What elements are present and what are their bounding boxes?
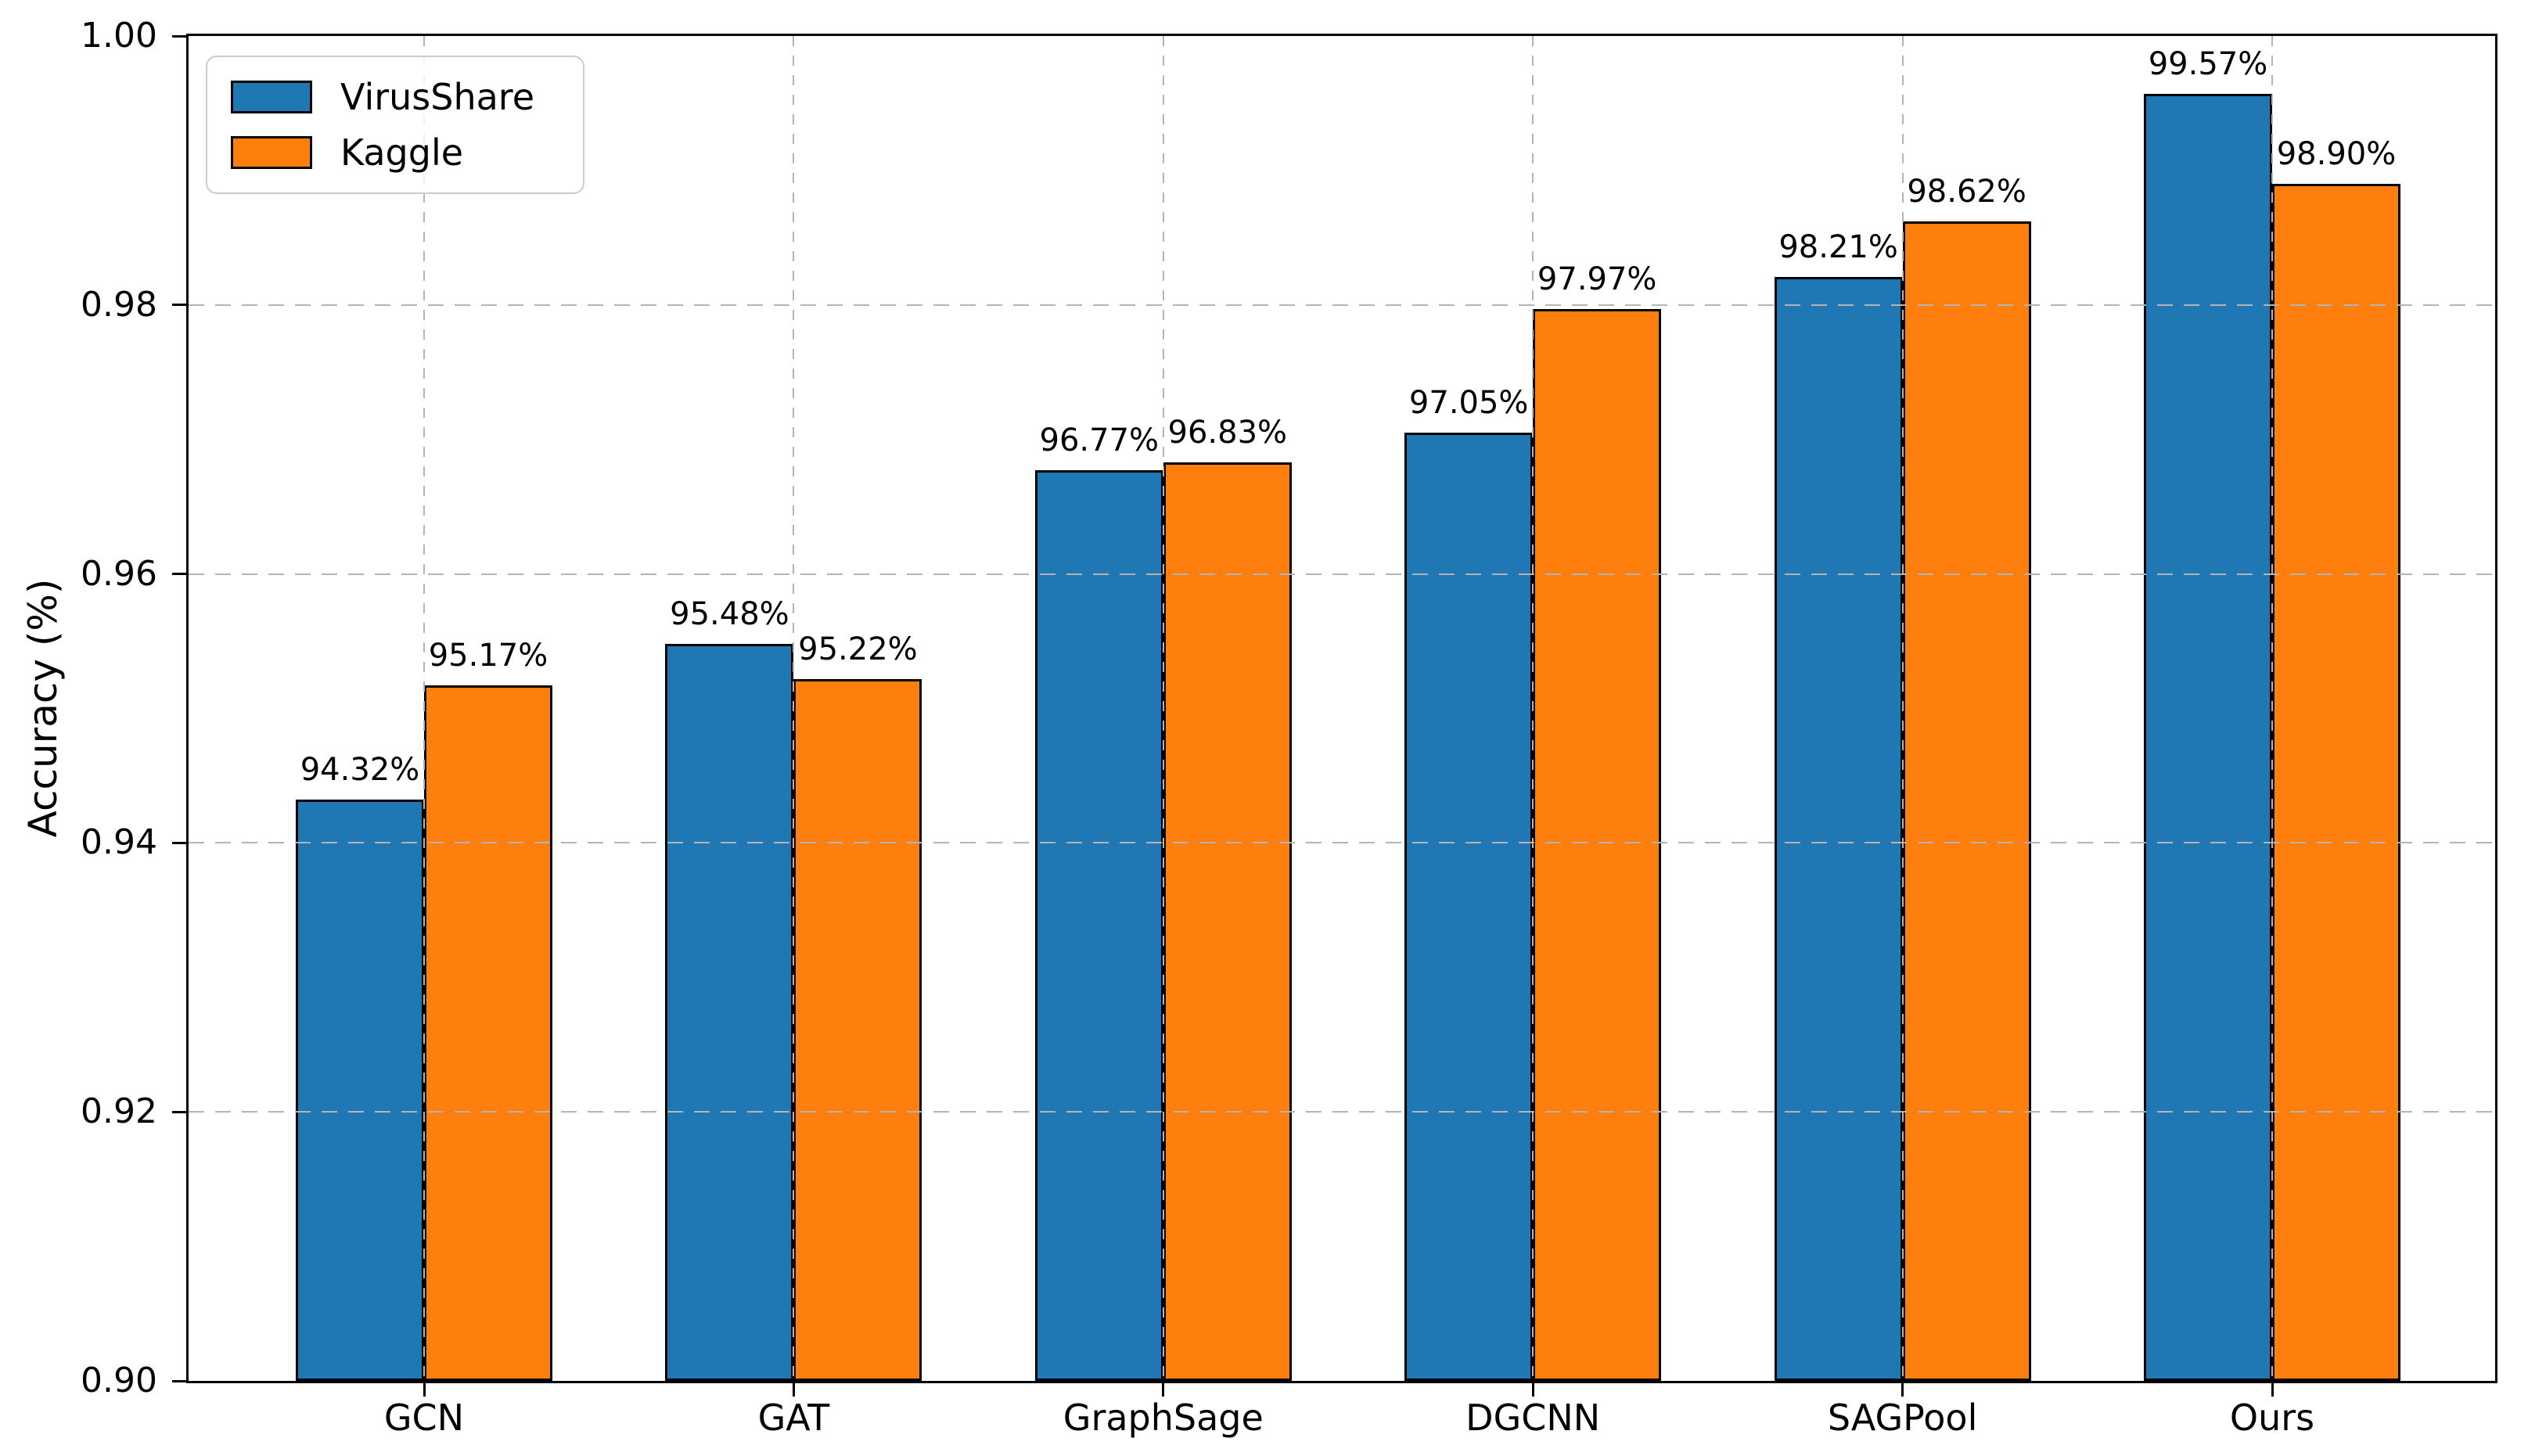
x-tick-mark xyxy=(1162,1383,1165,1397)
y-axis-label: Accuracy (%) xyxy=(20,578,66,838)
x-tick-label: GraphSage xyxy=(1063,1397,1264,1439)
bar-value-label: 94.32% xyxy=(300,752,420,789)
bar-virusshare-ours xyxy=(2144,93,2272,1381)
bar-value-label: 96.83% xyxy=(1167,414,1288,451)
y-tick-mark xyxy=(172,573,186,576)
y-tick-label: 0.96 xyxy=(81,553,157,594)
y-tick-mark xyxy=(172,1379,186,1382)
y-tick-label: 0.90 xyxy=(81,1361,157,1400)
x-tick-mark xyxy=(2271,1383,2274,1397)
bar-kaggle-sagpool xyxy=(1902,221,2031,1381)
bar-value-label: 95.22% xyxy=(798,631,918,667)
legend-swatch-virusshare xyxy=(231,80,312,113)
y-tick-label: 0.98 xyxy=(81,284,157,325)
x-tick-label: GAT xyxy=(757,1397,830,1439)
legend-entry-kaggle: Kaggle xyxy=(231,131,559,174)
bar-virusshare-sagpool xyxy=(1774,276,1903,1381)
bar-kaggle-graphsage xyxy=(1163,462,1292,1381)
x-tick-mark xyxy=(792,1383,795,1397)
plot-area: 94.32% 95.48% 96.77% 97.05% 98.21% 99.57% 95.1… xyxy=(81,16,2497,1439)
x-tick-label: GCN xyxy=(383,1397,465,1439)
y-tick-label: 0.92 xyxy=(81,1091,157,1132)
bar-virusshare-dgcnn xyxy=(1404,433,1534,1381)
bar-value-label: 98.21% xyxy=(1778,228,1898,265)
bar-value-label: 97.97% xyxy=(1537,261,1657,297)
y-tick-label: 1.00 xyxy=(81,16,157,56)
bar-value-label: 95.48% xyxy=(670,596,789,632)
bar-kaggle-gcn xyxy=(424,685,552,1381)
x-tick-mark xyxy=(1901,1383,1904,1397)
x-tick-mark xyxy=(1531,1383,1534,1397)
bar-value-label: 95.17% xyxy=(428,638,548,674)
legend-label-kaggle: Kaggle xyxy=(340,131,464,174)
bar-kaggle-ours xyxy=(2272,184,2400,1381)
x-tick-label: Ours xyxy=(2229,1397,2315,1439)
bar-value-label: 96.77% xyxy=(1039,422,1160,459)
bar-virusshare-graphsage xyxy=(1034,470,1163,1381)
bar-value-label: 98.90% xyxy=(2276,136,2397,173)
x-tick-mark xyxy=(423,1383,426,1397)
legend-entry-virusshare: VirusShare xyxy=(231,76,559,118)
bar-value-label: 99.57% xyxy=(2148,45,2268,82)
bar-virusshare-gcn xyxy=(296,800,424,1381)
legend-label-virusshare: VirusShare xyxy=(340,75,535,118)
x-tick-label: SAGPool xyxy=(1827,1397,1978,1439)
y-tick-label: 0.94 xyxy=(81,822,157,863)
bar-kaggle-gat xyxy=(793,678,922,1381)
bar-value-label: 98.62% xyxy=(1907,174,2026,210)
legend-swatch-kaggle xyxy=(231,136,312,170)
x-tick-label: DGCNN xyxy=(1465,1397,1601,1439)
bar-virusshare-gat xyxy=(665,643,794,1381)
y-tick-mark xyxy=(172,34,186,38)
y-tick-mark xyxy=(172,841,186,844)
bar-kaggle-dgcnn xyxy=(1533,308,1662,1381)
legend: VirusShare Kaggle xyxy=(206,56,584,194)
y-tick-mark xyxy=(172,1110,186,1113)
bar-value-label: 97.05% xyxy=(1408,385,1529,422)
y-tick-mark xyxy=(172,304,186,307)
